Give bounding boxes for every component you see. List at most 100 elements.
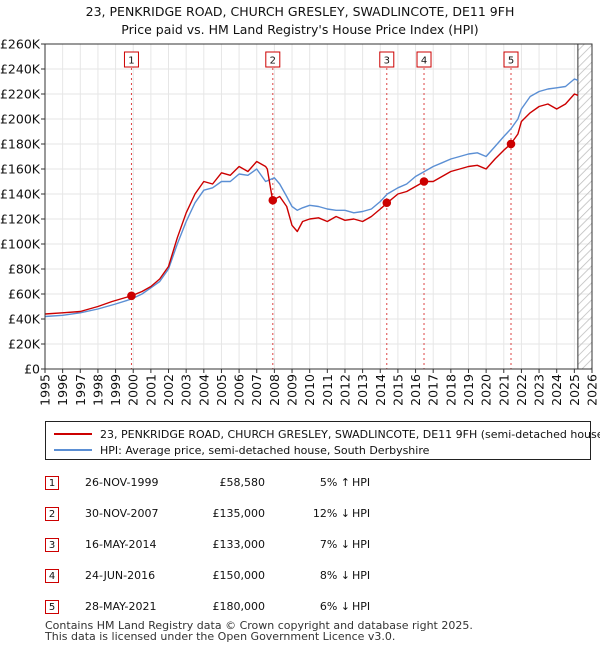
x-tick-label: 2013	[355, 374, 370, 406]
y-tick-label: £100K	[0, 237, 41, 252]
transaction-point	[268, 195, 278, 205]
future-hatch-region	[577, 44, 592, 369]
transaction-marker-box	[123, 51, 139, 68]
legend-label-hpi: HPI: Average price, semi-detached house,…	[100, 443, 430, 457]
x-tick-label: 2021	[496, 374, 511, 406]
y-tick-label: £200K	[0, 112, 41, 127]
legend-item-property: 23, PENKRIDGE ROAD, CHURCH GRESLEY, SWAD…	[54, 426, 600, 442]
transaction-marker-box	[379, 51, 395, 68]
x-tick-label: 2003	[179, 374, 194, 406]
y-tick-label: £140K	[0, 187, 41, 202]
x-tick-label: 2018	[443, 374, 458, 406]
chart-subtitle: Price paid vs. HM Land Registry's House …	[121, 22, 479, 37]
x-tick-label: 2017	[426, 374, 441, 406]
transaction-hpi-label: HPI	[352, 538, 371, 551]
transaction-hpi-diff: 12% ↓	[312, 507, 350, 520]
x-tick-label: 2004	[196, 374, 211, 406]
x-tick-label: 2026	[585, 374, 600, 406]
transaction-point	[506, 139, 516, 149]
x-tick-label: 2015	[390, 374, 405, 406]
transaction-point	[382, 198, 392, 208]
x-tick-label: 2009	[285, 374, 300, 406]
transaction-price: £58,580	[219, 476, 266, 489]
x-tick-label: 1998	[90, 374, 105, 406]
transaction-date: 24-JUN-2016	[85, 569, 156, 582]
y-tick-label: £180K	[0, 137, 41, 152]
y-tick-label: £80K	[8, 262, 41, 277]
x-tick-label: 2022	[514, 374, 529, 406]
transaction-date: 26-NOV-1999	[85, 476, 159, 489]
chart-title-block: 23, PENKRIDGE ROAD, CHURCH GRESLEY, SWAD…	[0, 3, 600, 39]
transaction-point	[419, 177, 429, 186]
transaction-hpi-diff: 6% ↓	[319, 600, 350, 613]
transaction-hpi-label: HPI	[352, 569, 371, 582]
y-tick-label: £160K	[0, 162, 41, 177]
x-tick-label: 2010	[302, 374, 317, 406]
transaction-marker-label: 1	[128, 56, 134, 67]
y-tick-label: £220K	[0, 87, 41, 102]
x-tick-label: 2001	[143, 374, 158, 406]
x-tick-label: 2020	[479, 374, 494, 406]
transaction-hpi-diff: 8% ↓	[319, 569, 350, 582]
x-tick-label: 2016	[408, 374, 423, 406]
x-tick-label: 1996	[55, 374, 70, 406]
x-tick-label: 2025	[567, 374, 582, 406]
x-tick-label: 2002	[161, 374, 176, 406]
transaction-hpi-diff: 7% ↓	[319, 538, 350, 551]
x-tick-label: 2012	[337, 374, 352, 406]
x-tick-label: 2011	[320, 374, 335, 406]
transaction-number: 2	[45, 507, 59, 521]
transaction-price: £133,000	[212, 538, 266, 551]
x-tick-label: 1999	[108, 374, 123, 406]
transaction-price: £150,000	[212, 569, 266, 582]
y-tick-label: £40K	[8, 312, 41, 327]
transaction-number: 3	[45, 538, 59, 552]
x-tick-label: 2019	[461, 374, 476, 406]
x-tick-label: 2008	[267, 374, 282, 406]
x-tick-label: 2005	[214, 374, 229, 406]
transaction-number: 5	[45, 600, 59, 614]
series-line-hpi	[44, 78, 579, 318]
plot-frame	[44, 43, 593, 370]
transaction-hpi-label: HPI	[352, 507, 371, 520]
transaction-hpi-diff: 5% ↑	[319, 476, 350, 489]
legend-item-hpi: HPI: Average price, semi-detached house,…	[54, 442, 429, 458]
transaction-marker-label: 5	[508, 56, 514, 67]
transaction-marker-box	[503, 51, 519, 68]
transaction-date: 16-MAY-2014	[85, 538, 157, 551]
y-tick-label: £20K	[8, 337, 41, 352]
legend-label-property: 23, PENKRIDGE ROAD, CHURCH GRESLEY, SWAD…	[100, 427, 600, 441]
y-tick-label: £240K	[0, 62, 41, 77]
transaction-number: 4	[45, 569, 59, 583]
legend-swatch-hpi	[54, 449, 92, 451]
transaction-hpi-label: HPI	[352, 600, 371, 613]
footer-copyright: Contains HM Land Registry data © Crown c…	[45, 619, 473, 632]
y-tick-label: £120K	[0, 212, 41, 227]
transaction-date: 30-NOV-2007	[85, 507, 159, 520]
transaction-marker-box	[265, 51, 281, 68]
legend: 23, PENKRIDGE ROAD, CHURCH GRESLEY, SWAD…	[45, 421, 600, 460]
transaction-marker-box	[416, 51, 432, 68]
transaction-marker-label: 3	[384, 56, 390, 67]
y-tick-label: £0	[24, 362, 40, 377]
chart-title: 23, PENKRIDGE ROAD, CHURCH GRESLEY, SWAD…	[85, 4, 515, 19]
y-tick-label: £260K	[0, 37, 41, 52]
y-tick-label: £60K	[8, 287, 41, 302]
transaction-price: £180,000	[212, 600, 266, 613]
x-tick-label: 2024	[549, 374, 564, 406]
transaction-point	[127, 291, 136, 301]
transaction-number: 1	[45, 476, 59, 490]
transaction-date: 28-MAY-2021	[85, 600, 157, 613]
x-tick-label: 2000	[126, 374, 141, 406]
x-tick-label: 2014	[373, 374, 388, 406]
transaction-price: £135,000	[212, 507, 266, 520]
x-tick-label: 2006	[232, 374, 247, 406]
transaction-hpi-label: HPI	[352, 476, 371, 489]
footer: Contains HM Land Registry data © Crown c…	[45, 620, 473, 642]
x-tick-label: 2023	[532, 374, 547, 406]
x-tick-label: 2007	[249, 374, 264, 406]
footer-licence: This data is licensed under the Open Gov…	[45, 630, 396, 643]
transaction-marker-label: 4	[421, 56, 427, 67]
x-tick-label: 1997	[73, 374, 88, 406]
